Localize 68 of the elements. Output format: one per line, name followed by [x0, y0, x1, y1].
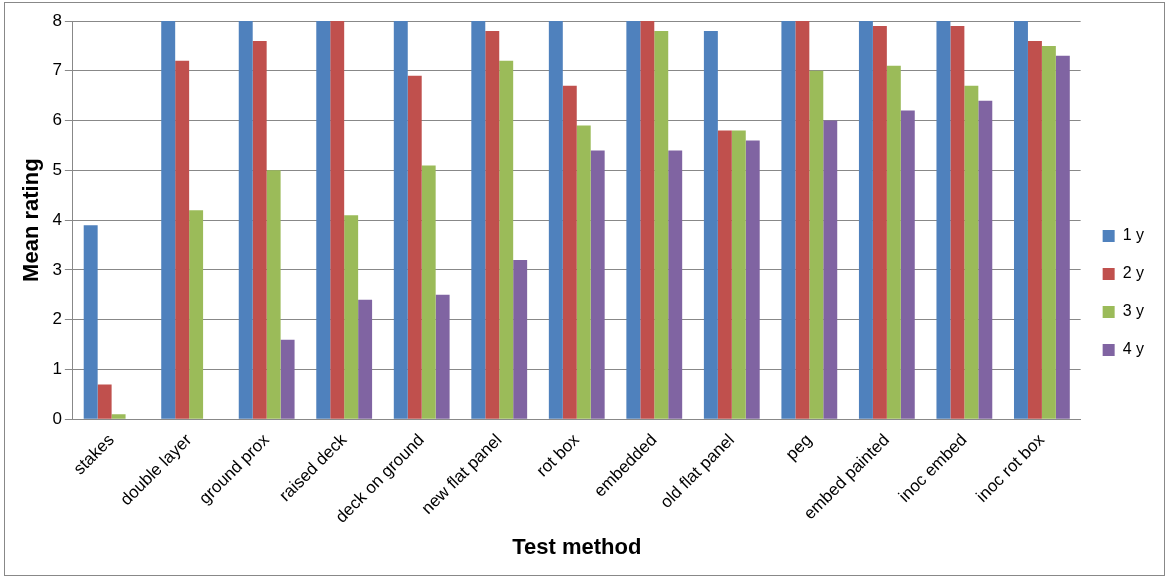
bar	[795, 21, 810, 419]
y-tick-label: 3	[52, 259, 62, 279]
bar	[189, 210, 204, 419]
y-tick-label: 4	[52, 209, 62, 229]
bar	[97, 384, 112, 419]
y-tick-label: 2	[52, 309, 62, 329]
bar	[111, 414, 126, 419]
bar	[407, 75, 422, 419]
bar	[900, 110, 915, 419]
bar	[316, 21, 331, 419]
bar	[358, 299, 373, 419]
bar	[745, 140, 760, 419]
bar	[266, 170, 281, 419]
bar	[513, 259, 528, 419]
bar	[950, 25, 965, 419]
y-tick-label: 5	[52, 160, 62, 180]
bar	[626, 21, 641, 419]
bar	[964, 85, 979, 419]
legend-label: 4 y	[1122, 340, 1144, 358]
bar	[781, 21, 796, 419]
bar	[1013, 21, 1028, 419]
x-tick-label: inoc rot box	[972, 429, 1049, 506]
bar	[421, 165, 436, 419]
bar	[731, 130, 746, 419]
bar	[590, 150, 605, 419]
bar	[717, 130, 732, 419]
bar	[83, 225, 98, 419]
bar	[175, 60, 190, 419]
y-tick-label: 6	[52, 110, 62, 130]
x-tick-label: peg	[781, 430, 816, 464]
y-tick-label: 8	[52, 10, 62, 30]
legend-label: 1 y	[1122, 226, 1144, 244]
bar	[978, 100, 993, 419]
bar	[471, 21, 486, 419]
bar	[238, 21, 253, 419]
bar	[1055, 55, 1070, 419]
bar	[1027, 40, 1042, 419]
bar	[654, 30, 669, 419]
bar	[499, 60, 514, 419]
bar	[823, 120, 838, 419]
bar	[344, 215, 359, 419]
y-tick-label: 1	[52, 359, 62, 379]
legend-label: 2 y	[1122, 264, 1144, 282]
bar	[576, 125, 591, 419]
bar	[703, 30, 718, 419]
bar	[562, 85, 577, 419]
bar	[809, 70, 824, 419]
x-axis-title: Test method	[512, 533, 642, 559]
bar	[858, 21, 873, 419]
y-tick-label: 0	[52, 408, 62, 428]
bar	[330, 21, 345, 419]
bar	[548, 21, 563, 419]
bar	[435, 294, 450, 419]
bar	[668, 150, 683, 419]
y-tick-label: 7	[52, 60, 62, 80]
bar	[485, 30, 500, 419]
bar	[1041, 45, 1056, 419]
bar	[872, 25, 887, 419]
bar	[393, 21, 408, 419]
bar	[252, 40, 267, 419]
bar	[161, 21, 176, 419]
legend-label: 3 y	[1122, 302, 1144, 320]
bar	[640, 21, 655, 419]
bar	[280, 339, 295, 419]
y-axis-title: Mean rating	[18, 158, 44, 282]
x-tick-label: rot box	[532, 429, 584, 481]
bar	[886, 65, 901, 419]
bar	[936, 21, 951, 419]
